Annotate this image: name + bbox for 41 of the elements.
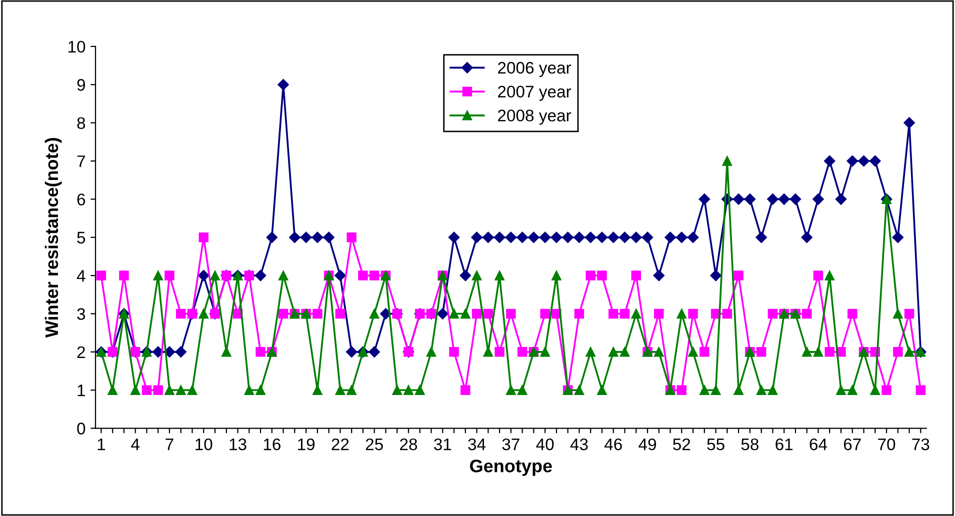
y-axis-title: Winter resistance(note): [44, 138, 62, 338]
x-tick-label: 25: [366, 438, 383, 450]
x-tick-label: 58: [741, 438, 758, 450]
y-tick-label: 5: [77, 232, 86, 244]
x-tick-label: 40: [536, 438, 554, 450]
x-tick-label: 55: [707, 438, 724, 450]
x-tick-label: 52: [673, 438, 690, 450]
legend-label: 2008 year: [498, 110, 572, 125]
x-tick-label: 49: [638, 438, 656, 450]
x-tick-label: 34: [468, 438, 486, 450]
x-tick-label: 10: [196, 438, 212, 450]
x-tick-label: 37: [502, 438, 520, 450]
x-tick-label: 73: [912, 438, 930, 450]
y-tick-label: 6: [77, 194, 86, 206]
x-tick-label: 46: [604, 438, 622, 450]
y-tick-label: 1: [78, 384, 85, 396]
x-axis-title: Genotype: [470, 460, 552, 476]
x-tick-label: 4: [131, 438, 140, 450]
y-tick-label: 7: [77, 156, 85, 168]
x-tick-label: 7: [166, 438, 174, 450]
y-tick-label: 4: [76, 270, 86, 282]
y-tick-label: 10: [68, 40, 86, 53]
y-tick-label: 8: [77, 117, 86, 130]
y-tick-label: 9: [77, 79, 85, 91]
x-tick-label: 16: [264, 438, 280, 450]
x-tick-label: 67: [844, 438, 861, 450]
x-tick-label: 61: [776, 438, 793, 450]
y-tick-label: 0: [77, 422, 86, 434]
x-tick-label: 43: [570, 438, 588, 450]
x-tick-label: 70: [878, 438, 896, 450]
x-tick-label: 19: [298, 438, 315, 450]
x-tick-label: 22: [332, 438, 349, 450]
x-tick-label: 31: [434, 438, 452, 450]
x-tick-label: 1: [98, 438, 106, 450]
x-tick-label: 28: [400, 438, 418, 450]
x-tick-label: 13: [230, 438, 246, 450]
y-tick-label: 3: [77, 308, 86, 320]
y-tick-label: 2: [77, 346, 85, 358]
x-tick-label: 64: [810, 438, 828, 450]
legend-label: 2006 year: [498, 62, 572, 77]
legend-label: 2007 year: [498, 86, 572, 101]
